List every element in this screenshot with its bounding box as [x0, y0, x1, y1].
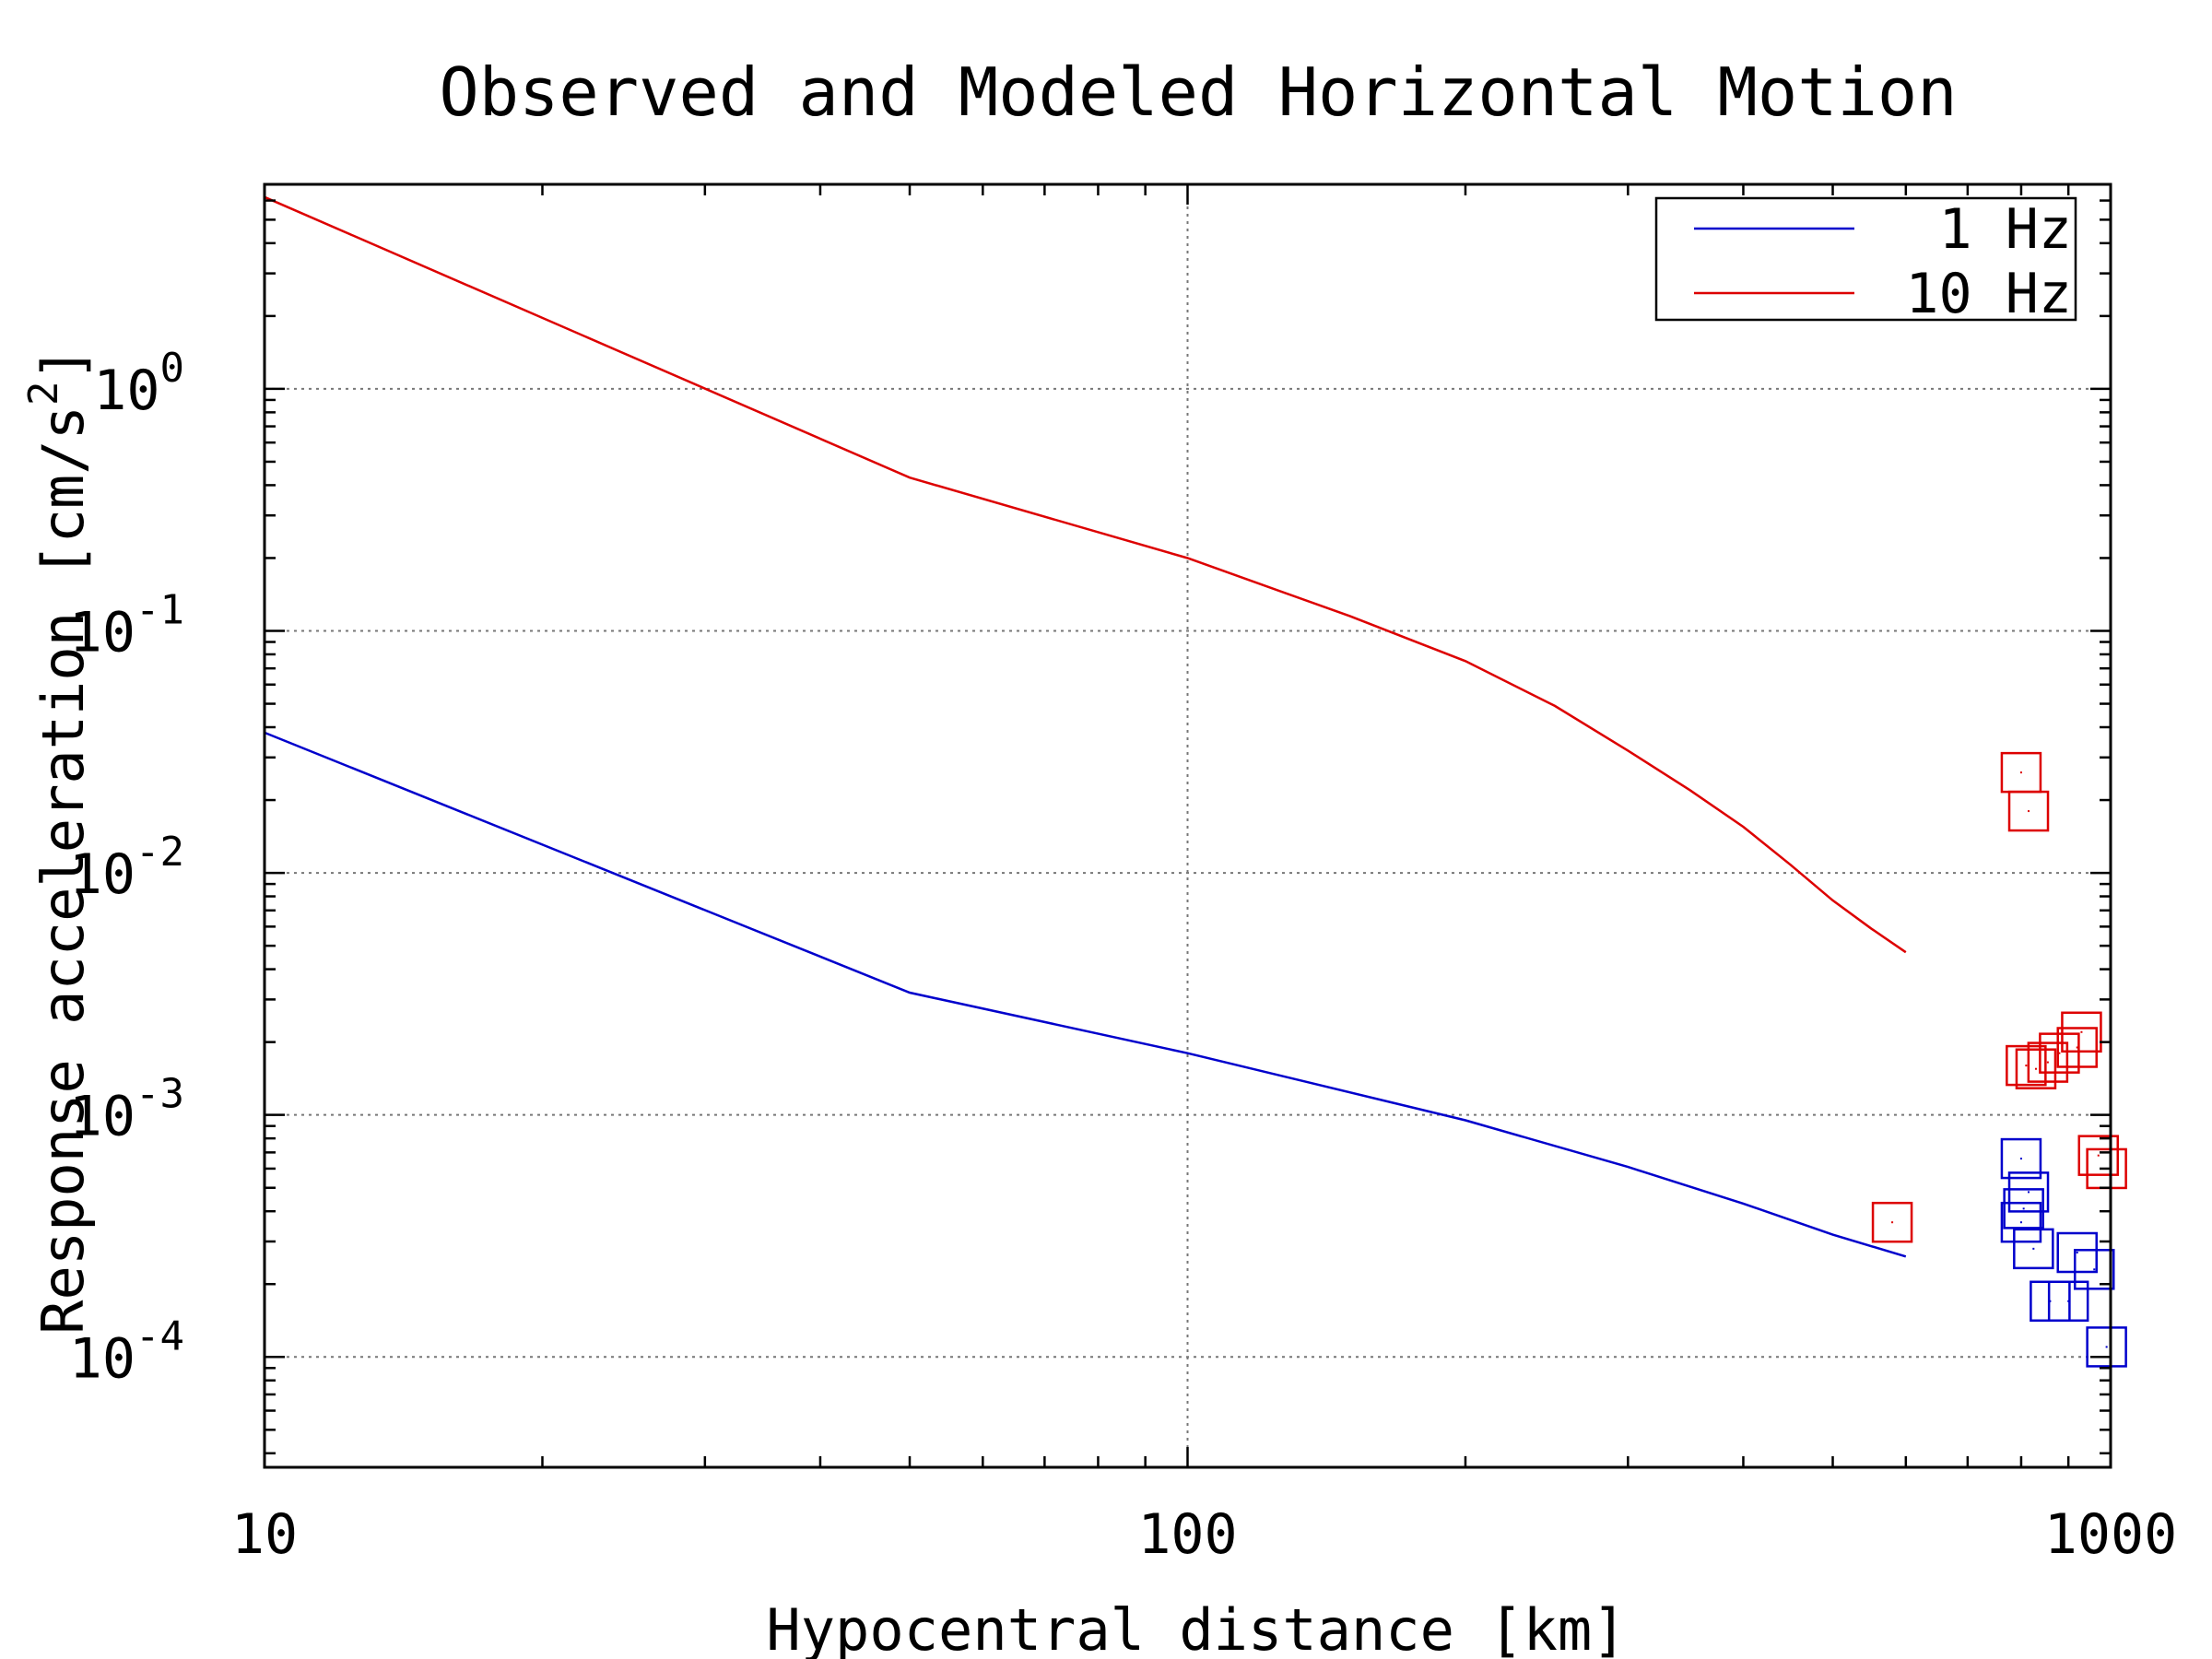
- observed-point-center: [2019, 771, 2022, 774]
- observed-point-center: [2046, 1061, 2049, 1064]
- y-tick-label: 10-3: [69, 1071, 184, 1149]
- y-tick-label-base: 10: [69, 1085, 135, 1149]
- x-tick-label: 1000: [2044, 1502, 2178, 1567]
- y-tick-label-exponent: -1: [135, 587, 184, 634]
- observed-point-center: [2019, 1221, 2022, 1224]
- observed-point: [2056, 1027, 2098, 1068]
- observed-point: [2056, 1231, 2098, 1274]
- observed-point-center: [1891, 1221, 1894, 1224]
- x-tick-label: 100: [1137, 1502, 1237, 1567]
- y-tick-label-base: 10: [69, 1326, 135, 1391]
- grid: [265, 184, 2111, 1467]
- y-tick-label-base: 10: [69, 601, 135, 665]
- y-tick-label: 10-2: [69, 829, 184, 907]
- y-tick-label: 100: [93, 345, 184, 423]
- observed-point-center: [2076, 1046, 2078, 1049]
- y-tick-label-exponent: -4: [135, 1312, 184, 1359]
- y-tick-label-base: 10: [93, 359, 159, 423]
- observed-point: [1871, 1201, 1913, 1243]
- observed-point-center: [2028, 810, 2030, 813]
- y-axis-label-superscript: 2: [20, 381, 67, 406]
- observed-point-center: [2076, 1252, 2078, 1254]
- legend-box: [1654, 196, 2077, 322]
- observed-point: [2086, 1326, 2127, 1368]
- plot-frame: [263, 182, 2112, 1469]
- y-tick-label-base: 10: [69, 842, 135, 907]
- observed-point-center: [2025, 1065, 2028, 1067]
- y-tick-label: 10-1: [69, 587, 184, 665]
- observed-point: [2077, 1135, 2120, 1176]
- series-line: [264, 731, 1907, 1258]
- observed-point: [2006, 1044, 2047, 1087]
- observed-point-center: [2067, 1300, 2070, 1302]
- observed-point: [2007, 790, 2050, 832]
- observed-point: [2047, 1280, 2089, 1323]
- series-layer: [264, 195, 2127, 1368]
- y-axis-label: Response acceleration [cm/s2]: [20, 347, 97, 1335]
- series-line: [264, 195, 1907, 954]
- legend-label: 1 Hz: [1939, 197, 2073, 262]
- x-tick-label: 10: [231, 1502, 298, 1567]
- chart-title: Observed and Modeled Horizontal Motion: [439, 53, 1957, 131]
- observed-point: [2003, 1188, 2044, 1230]
- observed-point-center: [2032, 1247, 2035, 1250]
- observed-point: [2007, 1171, 2050, 1213]
- y-tick-label-exponent: -2: [135, 829, 184, 876]
- observed-point-center: [2034, 1067, 2037, 1070]
- y-tick-label-exponent: 0: [160, 345, 185, 392]
- y-tick-label-exponent: -3: [135, 1071, 184, 1118]
- observed-point: [2013, 1228, 2054, 1270]
- observed-point-center: [2097, 1154, 2100, 1157]
- legend-label: 10 Hz: [1905, 262, 2072, 326]
- observed-point: [2000, 1201, 2042, 1243]
- observed-point-center: [2058, 1052, 2061, 1054]
- observed-point: [2000, 1137, 2042, 1180]
- observed-point: [2061, 1011, 2102, 1053]
- y-axis-label-suffix: ]: [29, 347, 97, 381]
- observed-point-center: [2028, 1191, 2030, 1194]
- x-tick-labels: 10 100 1000: [231, 1502, 2177, 1567]
- observed-point-center: [2019, 1158, 2022, 1160]
- observed-point: [2027, 1041, 2069, 1083]
- observed-point: [2073, 1249, 2115, 1290]
- y-tick-label: 10-4: [69, 1312, 184, 1391]
- observed-point: [2039, 1032, 2080, 1074]
- y-axis-label-text: Response acceleration [cm/s: [29, 406, 97, 1335]
- observed-point-center: [2080, 1030, 2083, 1033]
- observed-point-center: [2022, 1207, 2025, 1210]
- observed-point-center: [2093, 1268, 2096, 1271]
- observed-point-center: [2105, 1346, 2108, 1348]
- observed-point: [2015, 1048, 2057, 1089]
- x-axis-label: Hypocentral distance [km]: [766, 1596, 1626, 1659]
